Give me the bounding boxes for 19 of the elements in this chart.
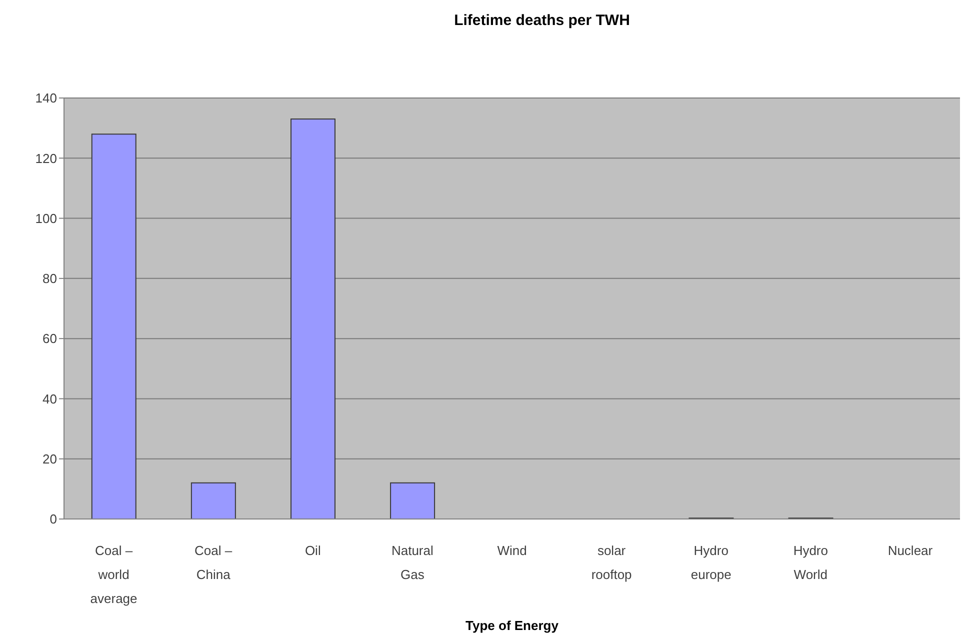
y-tick-label: 0 — [50, 512, 57, 527]
y-tick-label: 100 — [35, 210, 57, 226]
x-axis-title: Type of Energy — [466, 618, 560, 633]
x-tick-label: Nuclear — [888, 543, 934, 558]
x-tick-label: Coal – China — [194, 543, 233, 582]
x-tick-label: Hydro europe — [690, 543, 732, 582]
y-tick-label: 140 — [35, 90, 57, 106]
x-tick-label: Coal – world average — [90, 543, 138, 606]
x-tick-label: solar rooftop — [591, 543, 632, 582]
x-tick-label: Hydro World — [793, 543, 828, 582]
y-tick-label: 60 — [42, 331, 57, 346]
x-tick-label: Natural Gas — [391, 543, 434, 582]
y-tick-label: 40 — [42, 391, 57, 406]
x-tick-label: Wind — [497, 543, 527, 558]
x-tick-label: Oil — [304, 543, 321, 558]
chart-title: Lifetime deaths per TWH — [453, 12, 631, 29]
y-tick-label: 20 — [42, 451, 57, 466]
y-tick-label: 120 — [35, 150, 57, 166]
y-tick-label: 80 — [42, 271, 57, 286]
